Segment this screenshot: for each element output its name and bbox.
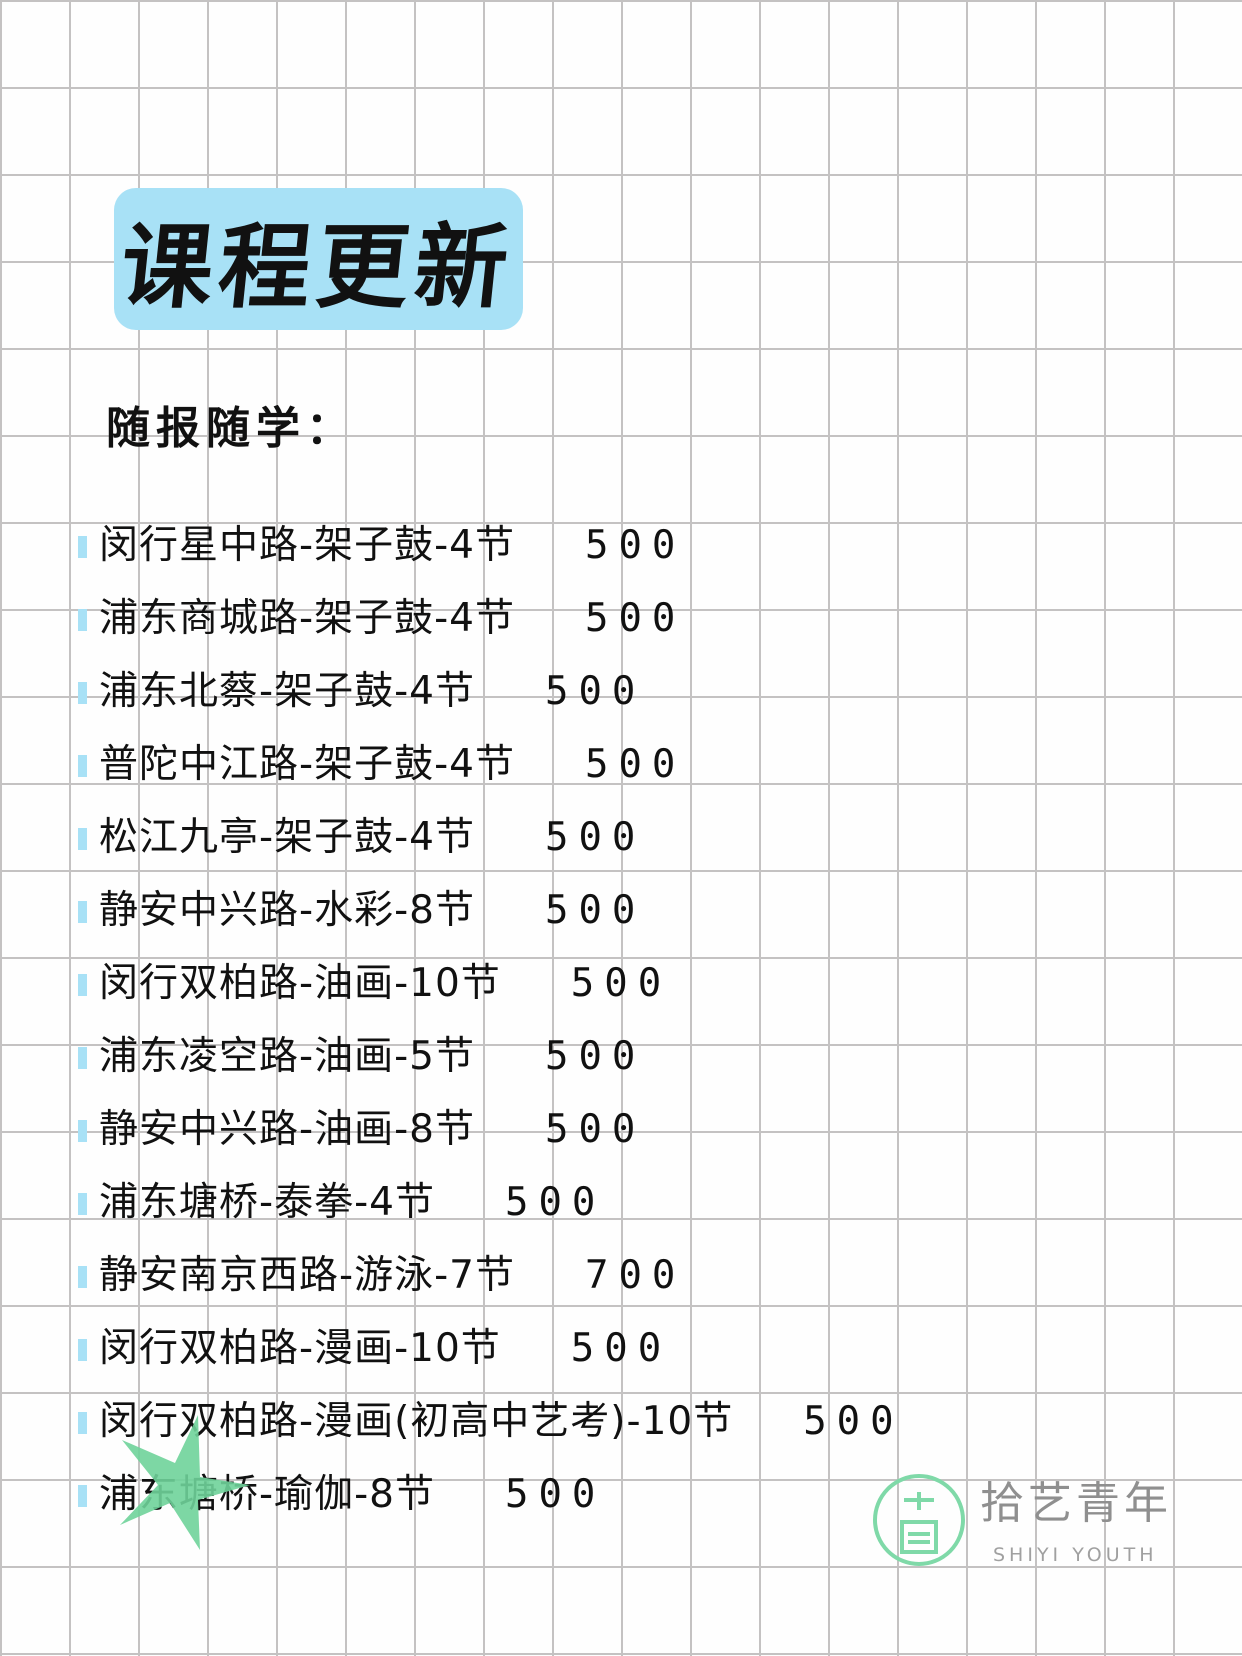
- bullet-icon: [78, 608, 87, 631]
- course-price: 500: [570, 961, 672, 1007]
- course-item: 静安南京西路-游泳-7节 700: [78, 1240, 904, 1313]
- course-item: 浦东凌空路-油画-5节 500: [78, 1021, 904, 1094]
- title-banner: 课程更新: [114, 188, 523, 330]
- course-price: 500: [803, 1399, 904, 1445]
- course-item: 静安中兴路-水彩-8节 500: [78, 875, 904, 948]
- course-name: 浦东塘桥-泰拳-4节: [99, 1180, 435, 1226]
- course-name: 静安中兴路-水彩-8节: [99, 888, 475, 934]
- course-name: 浦东北蔡-架子鼓-4节: [99, 669, 475, 715]
- course-price: 500: [544, 815, 646, 861]
- bullet-icon: [78, 754, 87, 777]
- bullet-icon: [78, 827, 87, 850]
- bullet-icon: [78, 1484, 87, 1507]
- course-price: 500: [584, 596, 686, 642]
- brand-name-en: SHIYI YOUTH: [993, 1544, 1158, 1566]
- brand-name: 拾艺青年: [980, 1478, 1172, 1529]
- course-item: 闵行星中路-架子鼓-4节 500: [78, 510, 904, 583]
- course-name: 松江九亭-架子鼓-4节: [99, 815, 475, 861]
- course-name: 闵行双柏路-漫画-10节: [99, 1326, 501, 1372]
- course-item: 浦东北蔡-架子鼓-4节 500: [78, 656, 904, 729]
- course-item: 静安中兴路-油画-8节 500: [78, 1094, 904, 1167]
- course-name: 静安中兴路-油画-8节: [99, 1107, 475, 1153]
- course-price: 500: [544, 1034, 646, 1080]
- course-price: 700: [584, 1253, 686, 1299]
- course-item: 浦东塘桥-泰拳-4节 500: [78, 1167, 904, 1240]
- course-item: 闵行双柏路-漫画(初高中艺考)-10节 500: [78, 1386, 904, 1459]
- course-name: 闵行星中路-架子鼓-4节: [99, 523, 515, 569]
- course-name: 闵行双柏路-油画-10节: [99, 961, 501, 1007]
- course-price: 500: [584, 742, 686, 788]
- bullet-icon: [78, 900, 87, 923]
- bullet-icon: [78, 1338, 87, 1361]
- course-item: 普陀中江路-架子鼓-4节 500: [78, 729, 904, 802]
- subtitle: 随报随学：: [106, 403, 356, 454]
- bullet-icon: [78, 681, 87, 704]
- course-name: 普陀中江路-架子鼓-4节: [99, 742, 515, 788]
- logo-icon: [873, 1474, 965, 1566]
- course-item: 松江九亭-架子鼓-4节 500: [78, 802, 904, 875]
- course-price: 500: [570, 1326, 672, 1372]
- bullet-icon: [78, 1265, 87, 1288]
- course-name: 静安南京西路-游泳-7节: [99, 1253, 515, 1299]
- course-price: 500: [544, 669, 646, 715]
- bullet-icon: [78, 535, 87, 558]
- course-name: 浦东商城路-架子鼓-4节: [99, 596, 515, 642]
- bullet-icon: [78, 1411, 87, 1434]
- bullet-icon: [78, 1046, 87, 1069]
- course-name: 闵行双柏路-漫画(初高中艺考)-10节: [99, 1399, 734, 1445]
- course-item: 浦东塘桥-瑜伽-8节 500: [78, 1459, 904, 1532]
- course-name: 浦东凌空路-油画-5节: [99, 1034, 475, 1080]
- bullet-icon: [78, 1119, 87, 1142]
- course-price: 500: [544, 888, 646, 934]
- course-item: 闵行双柏路-油画-10节 500: [78, 948, 904, 1021]
- course-price: 500: [504, 1180, 606, 1226]
- bullet-icon: [78, 973, 87, 996]
- course-list: 闵行星中路-架子鼓-4节 500 浦东商城路-架子鼓-4节 500 浦东北蔡-架子鼓-4…: [78, 510, 904, 1532]
- course-price: 500: [504, 1472, 606, 1518]
- star-decoration-icon: [120, 1415, 250, 1550]
- course-item: 闵行双柏路-漫画-10节 500: [78, 1313, 904, 1386]
- course-price: 500: [544, 1107, 646, 1153]
- course-item: 浦东商城路-架子鼓-4节 500: [78, 583, 904, 656]
- page-title: 课程更新: [116, 213, 520, 321]
- course-price: 500: [584, 523, 686, 569]
- bullet-icon: [78, 1192, 87, 1215]
